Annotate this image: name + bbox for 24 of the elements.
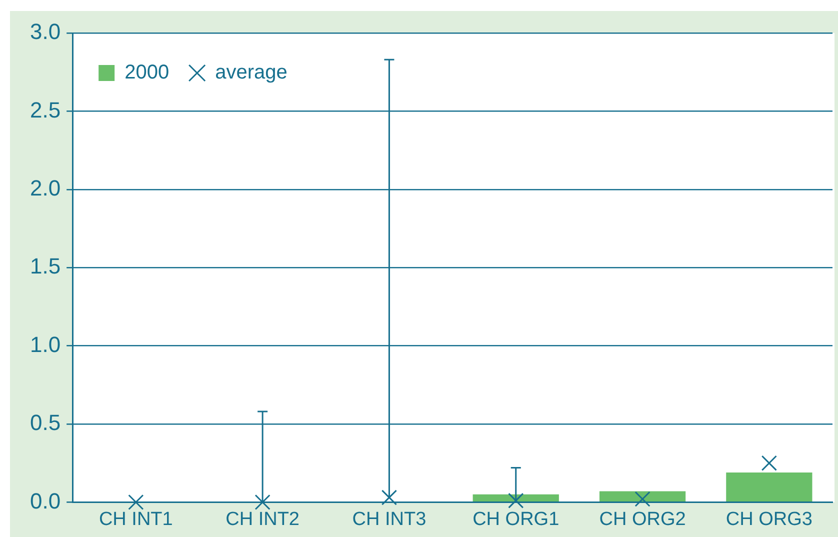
point (634, 491, 650, 507)
y-tick-label: 2.5 (30, 97, 61, 122)
y-tick-label: 0.0 (30, 488, 61, 514)
x-tick-label: CH ORG2 (599, 508, 686, 530)
legend-label: 2000 (124, 62, 170, 84)
bar (726, 472, 812, 502)
x-tick-label: CH ORG1 (472, 508, 560, 530)
y-tick-label: 1.5 (30, 254, 61, 279)
x-tick-label: CH INT2 (226, 508, 300, 530)
legend-label: average (215, 62, 288, 84)
y-tick-label: 3.0 (30, 19, 61, 44)
x-tick-label: CH ORG3 (726, 508, 812, 530)
point (508, 492, 524, 508)
y-tick-label: 1.0 (30, 332, 61, 357)
bar (472, 494, 559, 502)
point (254, 494, 270, 510)
point (761, 455, 777, 471)
y-tick-label: 0.5 (30, 410, 61, 436)
point (128, 494, 144, 510)
y-tick-label: 2.0 (30, 175, 61, 200)
bar (599, 491, 686, 502)
x-tick-label: CH INT1 (98, 508, 173, 530)
point (381, 490, 398, 506)
x-tick-label: CH INT3 (352, 508, 426, 530)
